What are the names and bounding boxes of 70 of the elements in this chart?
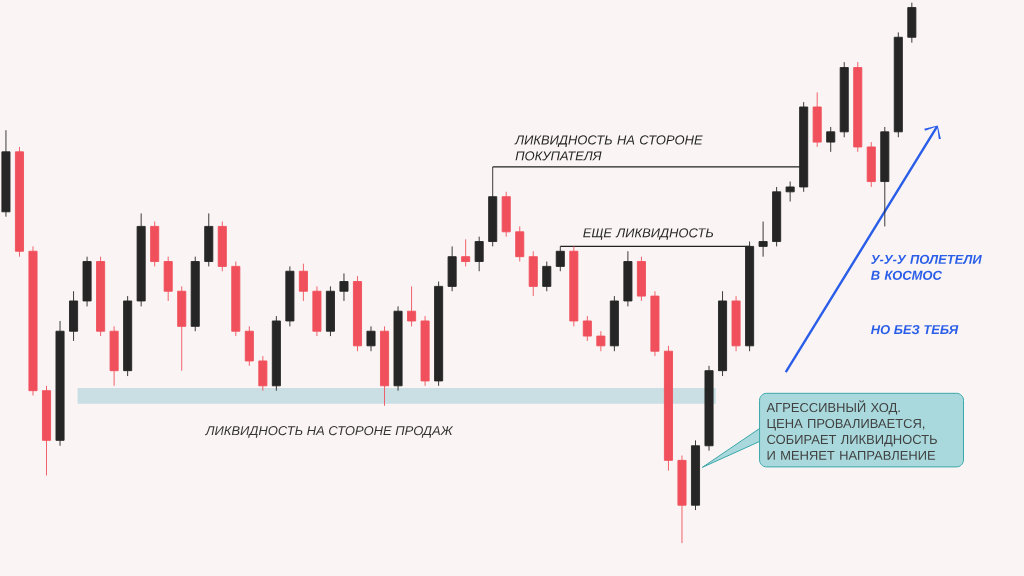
candlestick [785,181,795,202]
candlestick [731,295,741,352]
candlestick [1,129,11,218]
candlestick [109,325,119,387]
candlestick [150,221,160,267]
candlestick [893,31,903,138]
candlestick [420,315,430,387]
candlestick [271,315,281,392]
candlestick [82,256,92,307]
annotation: НО БЕЗ ТЕБЯ [870,325,959,335]
candlestick [42,385,52,476]
candlestick [177,285,187,372]
candlestick [663,345,673,472]
candlestick [244,325,254,367]
candlestick [772,186,782,247]
candlestick [407,285,417,327]
candlestick [393,305,403,392]
candlestick [285,265,295,327]
candlestick [718,290,728,377]
candlestick [352,275,362,352]
candlestick [826,126,836,153]
candlestick [528,250,538,297]
candlestick [542,261,552,292]
ref-line-label: ЛИКВИДНОСТЬ НА СТОРОНЕ ПОКУПАТЕЛЯ [514,135,703,161]
candlestick [474,236,484,272]
band-label: ЛИКВИДНОСТЬ НА СТОРОНЕ ПРОДАЖ [204,426,454,438]
candlestick [96,256,106,337]
candlestick [69,290,79,342]
candlestick [339,272,349,302]
candlestick [380,325,390,407]
ref-line-label: ЕЩЕ ЛИКВИДНОСТЬ [583,228,714,240]
candlestick [258,355,268,392]
candlestick [880,126,890,227]
candlestick [447,245,457,292]
candlestick [691,439,701,511]
candlestick [325,285,335,337]
candlestick [569,245,579,327]
candlestick [501,191,511,238]
candlestick [136,212,146,307]
candlestick [434,281,444,387]
candlestick [204,212,214,267]
candlestick [758,221,768,258]
candlestick [14,146,24,258]
candlestick [217,221,227,272]
candlestick [366,325,376,352]
candlestick [609,295,619,352]
annotation: АГРЕССИВНЫЙ ХОД. ЦЕНА ПРОВАЛИВАЕТСЯ, СОБИРАЕТ ЛИКВИДНОСТЬ И МЕНЯЕТ НАПРАВЛЕНИЕ [766,400,937,460]
candlestick [163,256,173,302]
candlestick [866,141,876,188]
candlestick [28,245,38,396]
candlestick [190,256,200,332]
candlestick [677,455,687,544]
candlestick [907,2,917,44]
candlestick [839,61,849,138]
candlestick [636,256,646,302]
candlestick [461,238,471,267]
candlestick [298,263,308,302]
candlestick [812,91,822,148]
candlestick [650,290,660,357]
candlestick [55,320,65,447]
candlestick [596,330,606,352]
candlestick [231,261,241,337]
candlestick [623,250,633,307]
candlestick [312,285,322,337]
candlestick [515,225,525,262]
candlestick [853,61,863,153]
candlestick [123,295,133,377]
candlestick [704,365,714,452]
candlestick [582,315,592,342]
annotation: У-У-У ПОЛЕТЕЛИ В КОСМОС [870,254,982,280]
